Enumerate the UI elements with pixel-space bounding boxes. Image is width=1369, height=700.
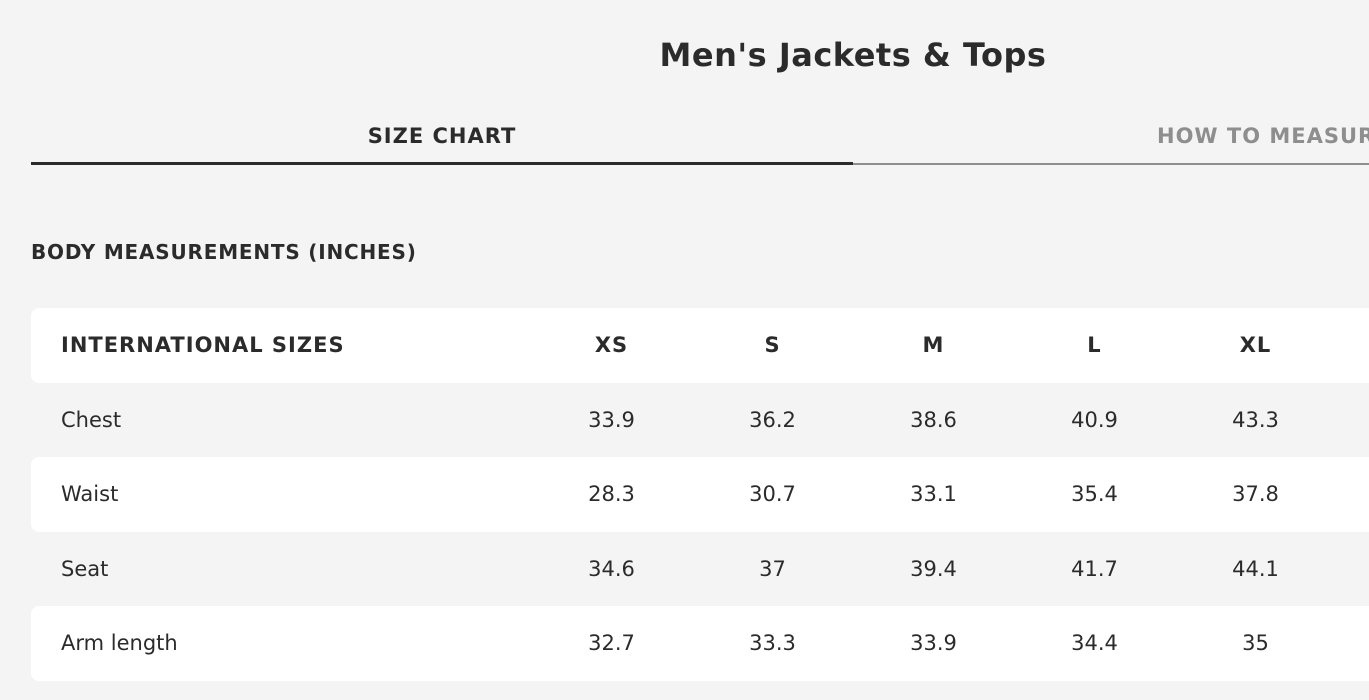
row-label: Waist (61, 482, 119, 507)
tab-divider (853, 163, 1369, 165)
header-cell: L (1087, 333, 1102, 358)
table-cell: 39.4 (910, 556, 957, 581)
table-row: Seat 34.6 37 39.4 41.7 44.1 (31, 532, 1369, 607)
table-cell: 34.4 (1071, 631, 1118, 656)
table-cell: 38.6 (910, 407, 957, 432)
table-cell: 41.7 (1071, 556, 1118, 581)
header-cell: INTERNATIONAL SIZES (61, 333, 345, 358)
section-title: BODY MEASUREMENTS (INCHES) (31, 240, 417, 264)
table-cell: 40.9 (1071, 407, 1118, 432)
table-cell: 33.9 (588, 407, 635, 432)
table-cell: 28.3 (588, 482, 635, 507)
row-label: Chest (61, 407, 122, 432)
header-cell: M (922, 333, 945, 358)
table-cell: 32.7 (588, 631, 635, 656)
table-cell: 36.2 (749, 407, 796, 432)
header-cell: XS (594, 333, 629, 358)
table-cell: 33.9 (910, 631, 957, 656)
header-cell: XL (1239, 333, 1272, 358)
table-row: Waist 28.3 30.7 33.1 35.4 37.8 (31, 457, 1369, 532)
table-cell: 33.3 (749, 631, 796, 656)
table-row: Chest 33.9 36.2 38.6 40.9 43.3 (31, 383, 1369, 458)
tab-size-chart[interactable]: SIZE CHART (367, 124, 517, 148)
table-cell: 37.8 (1232, 482, 1279, 507)
table-cell: 33.1 (910, 482, 957, 507)
active-tab-indicator (31, 162, 853, 165)
table-cell: 34.6 (588, 556, 635, 581)
table-cell: 35.4 (1071, 482, 1118, 507)
row-label: Seat (61, 556, 109, 581)
table-cell: 44.1 (1232, 556, 1279, 581)
table-cell: 35 (1242, 631, 1269, 656)
page-title: Men's Jackets & Tops (659, 36, 1047, 74)
tab-how-to-measure[interactable]: HOW TO MEASURE (1157, 124, 1369, 148)
table-cell: 30.7 (749, 482, 796, 507)
table-cell: 37 (759, 556, 786, 581)
size-table: INTERNATIONAL SIZES XS S M L XL Chest 33… (31, 308, 1369, 681)
table-cell: 43.3 (1232, 407, 1279, 432)
table-header-row: INTERNATIONAL SIZES XS S M L XL (31, 308, 1369, 383)
table-row: Arm length 32.7 33.3 33.9 34.4 35 (31, 606, 1369, 681)
row-label: Arm length (61, 631, 178, 656)
header-cell: S (764, 333, 781, 358)
